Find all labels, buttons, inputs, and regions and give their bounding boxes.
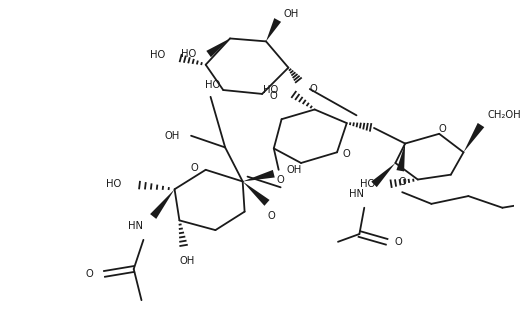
Text: HO: HO bbox=[205, 80, 220, 90]
Text: O: O bbox=[310, 84, 318, 94]
Text: HN: HN bbox=[349, 189, 364, 199]
Text: O: O bbox=[268, 211, 276, 221]
Text: O: O bbox=[398, 177, 406, 188]
Text: O: O bbox=[190, 163, 198, 173]
Polygon shape bbox=[266, 18, 281, 41]
Text: CH₂OH: CH₂OH bbox=[488, 110, 521, 120]
Text: OH: OH bbox=[287, 165, 301, 175]
Text: HO: HO bbox=[150, 50, 165, 60]
Text: O: O bbox=[85, 269, 93, 279]
Polygon shape bbox=[242, 170, 275, 181]
Text: HO: HO bbox=[360, 179, 375, 189]
Text: HN: HN bbox=[129, 221, 143, 231]
Text: O: O bbox=[438, 124, 446, 134]
Text: O: O bbox=[277, 175, 285, 185]
Text: HO: HO bbox=[264, 85, 279, 95]
Text: OH: OH bbox=[180, 256, 195, 266]
Polygon shape bbox=[464, 123, 484, 152]
Polygon shape bbox=[242, 181, 269, 206]
Polygon shape bbox=[371, 163, 395, 187]
Polygon shape bbox=[207, 38, 230, 57]
Text: OH: OH bbox=[284, 9, 299, 19]
Text: O: O bbox=[343, 149, 350, 159]
Text: HO: HO bbox=[106, 179, 121, 189]
Text: O: O bbox=[270, 91, 278, 101]
Text: O: O bbox=[394, 237, 402, 247]
Text: OH: OH bbox=[164, 131, 179, 141]
Text: HO: HO bbox=[181, 49, 196, 59]
Polygon shape bbox=[150, 189, 174, 219]
Polygon shape bbox=[396, 144, 405, 172]
